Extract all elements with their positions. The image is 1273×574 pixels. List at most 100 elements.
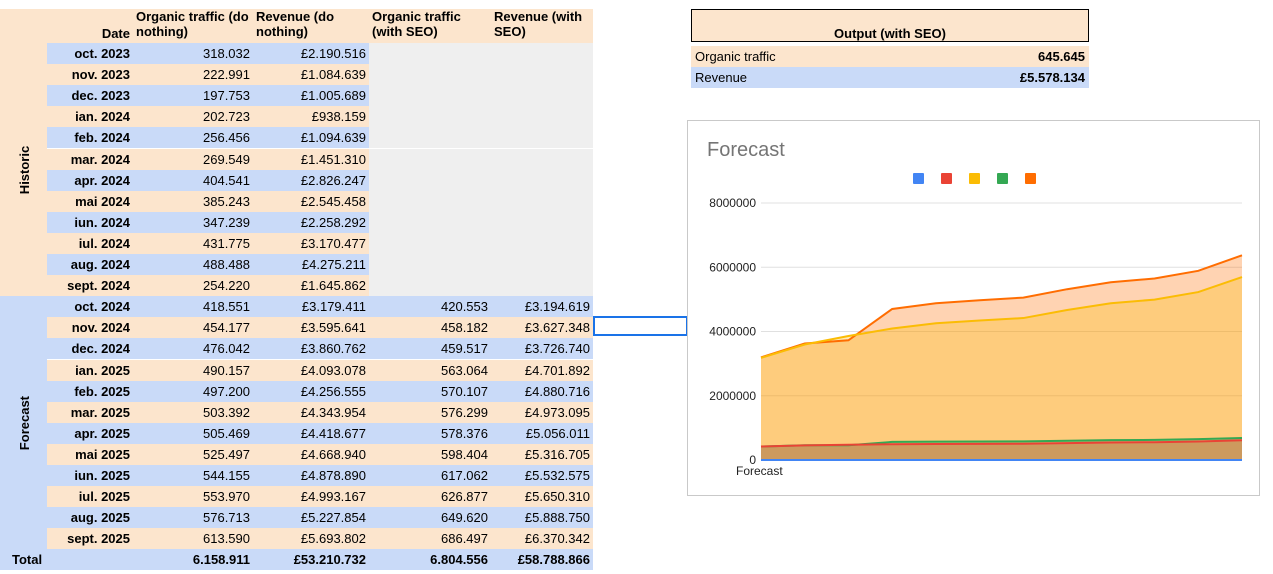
date-cell[interactable]: sept. 2024 <box>47 275 133 297</box>
empty-cell[interactable] <box>491 85 593 107</box>
revenue-cell[interactable]: £3.170.477 <box>253 232 369 254</box>
date-cell[interactable]: oct. 2023 <box>47 43 133 65</box>
revenue-cell[interactable]: £4.668.940 <box>253 443 369 465</box>
organic-traffic-seo-cell[interactable]: 578.376 <box>369 422 491 444</box>
total-organic-seo[interactable]: 6.804.556 <box>369 549 491 571</box>
header-revenue-nothing[interactable]: Revenue (do nothing) <box>253 9 369 43</box>
empty-cell[interactable] <box>491 148 593 170</box>
legend-swatch[interactable] <box>969 173 980 184</box>
empty-cell[interactable] <box>491 254 593 276</box>
organic-traffic-cell[interactable]: 454.177 <box>133 317 253 339</box>
revenue-cell[interactable]: £1.084.639 <box>253 64 369 86</box>
revenue-cell[interactable]: £4.275.211 <box>253 254 369 276</box>
empty-cell[interactable] <box>369 148 491 170</box>
revenue-cell[interactable]: £5.227.854 <box>253 507 369 529</box>
series-line[interactable] <box>760 276 1243 359</box>
revenue-cell[interactable]: £4.256.555 <box>253 380 369 402</box>
date-cell[interactable]: dec. 2023 <box>47 85 133 107</box>
empty-cell[interactable] <box>369 190 491 212</box>
revenue-seo-cell[interactable]: £4.880.716 <box>491 380 593 402</box>
empty-cell[interactable] <box>369 275 491 297</box>
revenue-cell[interactable]: £2.545.458 <box>253 190 369 212</box>
empty-cell[interactable] <box>369 64 491 86</box>
header-organic-nothing[interactable]: Organic traffic (do nothing) <box>133 9 253 43</box>
date-cell[interactable]: mar. 2025 <box>47 401 133 423</box>
revenue-cell[interactable]: £4.093.078 <box>253 359 369 381</box>
date-cell[interactable]: feb. 2024 <box>47 127 133 149</box>
empty-cell[interactable] <box>491 211 593 233</box>
revenue-cell[interactable]: £1.451.310 <box>253 148 369 170</box>
organic-traffic-cell[interactable]: 222.991 <box>133 64 253 86</box>
date-cell[interactable]: aug. 2024 <box>47 254 133 276</box>
output-row[interactable]: Revenue £5.578.134 <box>691 67 1089 88</box>
empty-cell[interactable] <box>369 254 491 276</box>
date-cell[interactable]: iul. 2025 <box>47 486 133 508</box>
date-cell[interactable]: nov. 2024 <box>47 317 133 339</box>
empty-cell[interactable] <box>491 190 593 212</box>
empty-cell[interactable] <box>491 275 593 297</box>
date-cell[interactable]: nov. 2023 <box>47 64 133 86</box>
organic-traffic-seo-cell[interactable]: 649.620 <box>369 507 491 529</box>
revenue-seo-cell[interactable]: £5.316.705 <box>491 443 593 465</box>
empty-cell[interactable] <box>491 43 593 65</box>
revenue-cell[interactable]: £938.159 <box>253 106 369 128</box>
date-cell[interactable]: sept. 2025 <box>47 528 133 550</box>
group-historic[interactable]: Historic <box>0 43 47 297</box>
organic-traffic-cell[interactable]: 318.032 <box>133 43 253 65</box>
organic-traffic-cell[interactable]: 418.551 <box>133 296 253 318</box>
organic-traffic-cell[interactable]: 525.497 <box>133 443 253 465</box>
empty-cell[interactable] <box>369 43 491 65</box>
organic-traffic-cell[interactable]: 269.549 <box>133 148 253 170</box>
revenue-seo-cell[interactable]: £5.888.750 <box>491 507 593 529</box>
empty-cell[interactable] <box>369 232 491 254</box>
empty-cell[interactable] <box>491 169 593 191</box>
series-line[interactable] <box>760 254 1243 359</box>
date-cell[interactable]: ian. 2024 <box>47 106 133 128</box>
group-forecast[interactable]: Forecast <box>0 296 47 550</box>
organic-traffic-seo-cell[interactable]: 563.064 <box>369 359 491 381</box>
empty-cell[interactable] <box>491 64 593 86</box>
organic-traffic-cell[interactable]: 202.723 <box>133 106 253 128</box>
revenue-seo-cell[interactable]: £3.194.619 <box>491 296 593 318</box>
date-cell[interactable]: oct. 2024 <box>47 296 133 318</box>
date-cell[interactable]: iun. 2025 <box>47 465 133 487</box>
legend-swatch[interactable] <box>997 173 1008 184</box>
total-revenue-seo[interactable]: £58.788.866 <box>491 549 593 571</box>
legend-swatch[interactable] <box>913 173 924 184</box>
date-cell[interactable]: apr. 2025 <box>47 422 133 444</box>
empty-cell[interactable] <box>369 106 491 128</box>
output-title[interactable]: Output (with SEO) <box>691 9 1089 42</box>
empty-cell[interactable] <box>491 232 593 254</box>
total-label[interactable]: Total <box>0 549 47 571</box>
date-cell[interactable]: apr. 2024 <box>47 169 133 191</box>
organic-traffic-cell[interactable]: 347.239 <box>133 211 253 233</box>
forecast-chart[interactable]: Forecast 0 2000000 4000000 6000000 8000000 For… <box>687 120 1260 496</box>
organic-traffic-cell[interactable]: 613.590 <box>133 528 253 550</box>
header-organic-seo[interactable]: Organic traffic (with SEO) <box>369 9 491 43</box>
organic-traffic-seo-cell[interactable]: 626.877 <box>369 486 491 508</box>
organic-traffic-seo-cell[interactable]: 459.517 <box>369 338 491 360</box>
revenue-cell[interactable]: £3.595.641 <box>253 317 369 339</box>
total-revenue-nothing[interactable]: £53.210.732 <box>253 549 369 571</box>
revenue-cell[interactable]: £5.693.802 <box>253 528 369 550</box>
date-cell[interactable]: mar. 2024 <box>47 148 133 170</box>
organic-traffic-cell[interactable]: 488.488 <box>133 254 253 276</box>
organic-traffic-cell[interactable]: 503.392 <box>133 401 253 423</box>
organic-traffic-seo-cell[interactable]: 458.182 <box>369 317 491 339</box>
revenue-cell[interactable]: £3.860.762 <box>253 338 369 360</box>
revenue-seo-cell[interactable]: £5.056.011 <box>491 422 593 444</box>
revenue-cell[interactable]: £1.005.689 <box>253 85 369 107</box>
organic-traffic-cell[interactable]: 553.970 <box>133 486 253 508</box>
organic-traffic-cell[interactable]: 544.155 <box>133 465 253 487</box>
organic-traffic-seo-cell[interactable]: 570.107 <box>369 380 491 402</box>
empty-cell[interactable] <box>369 169 491 191</box>
revenue-seo-cell[interactable]: £4.701.892 <box>491 359 593 381</box>
total-organic-nothing[interactable]: 6.158.911 <box>133 549 253 571</box>
revenue-seo-cell[interactable]: £3.726.740 <box>491 338 593 360</box>
header-cell-empty[interactable] <box>0 9 47 43</box>
series-line[interactable] <box>760 439 1243 448</box>
organic-traffic-cell[interactable]: 256.456 <box>133 127 253 149</box>
legend-swatch[interactable] <box>941 173 952 184</box>
organic-traffic-cell[interactable]: 254.220 <box>133 275 253 297</box>
empty-cell[interactable] <box>369 127 491 149</box>
